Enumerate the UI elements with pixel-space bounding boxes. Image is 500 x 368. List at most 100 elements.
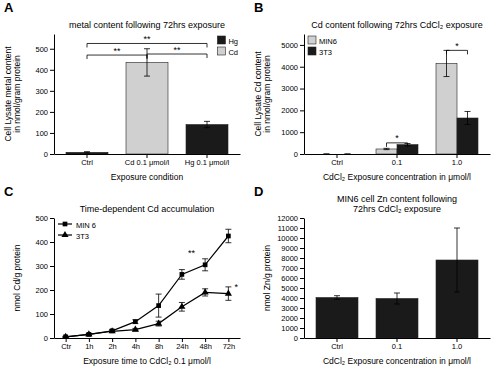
error-bar [132, 320, 138, 324]
y-tick: 100 [35, 129, 54, 138]
y-tick-mark [300, 298, 304, 299]
y-axis-title-line: nmol Zn/g protein [262, 245, 272, 311]
legend-item: 3T3 [308, 47, 332, 57]
chart-container: 0100200300400500CtrlCd 0.1 μmol/lHg 0.1 … [0, 0, 500, 368]
x-tick: 72h [223, 338, 236, 351]
x-tick-label: 1h [85, 342, 93, 351]
y-tick: 9000 [281, 244, 304, 253]
legend-swatch [217, 36, 225, 44]
x-tick-label: Ctr [61, 342, 72, 351]
x-axis-title: Exposure time to CdCl₂ 0.1 μmol/l [83, 356, 211, 366]
y-tick-mark [50, 112, 54, 113]
marker [62, 333, 69, 338]
y-axis-line [304, 219, 305, 339]
y-tick-mark [50, 266, 54, 267]
error-bar [156, 294, 162, 317]
panel-label: B [254, 0, 263, 15]
y-tick: 200 [35, 286, 54, 295]
legend: HgCd [217, 36, 238, 57]
y-tick-mark [300, 132, 304, 133]
y-tick-mark [50, 49, 54, 50]
panel: 0100020003000400050006000700080009000100… [254, 184, 491, 366]
y-axis-title-line: Cell Lysate Cd content [253, 51, 263, 137]
title: MIN6 cell Zn content following72hrs CdCl… [337, 194, 457, 214]
marker [132, 325, 139, 331]
panel: 0100200300400500Ctr1h2h4h8h24h48h72h***M… [4, 184, 241, 366]
y-tick-mark [300, 268, 304, 269]
legend-label: Hg [228, 37, 238, 46]
y-axis-title-line: in nmol/gram protein [12, 55, 22, 133]
x-axis-title: Exposure condition [111, 172, 184, 182]
panel-label: D [254, 184, 263, 199]
x-tick: 8h [155, 338, 163, 351]
legend-swatch [61, 231, 68, 237]
x-tick-label: 1.0 [452, 158, 462, 167]
y-tick: 2000 [281, 314, 304, 323]
marker [178, 303, 185, 309]
y-tick: 3000 [281, 84, 304, 93]
y-tick-label: 200 [35, 108, 48, 117]
error-bar [204, 121, 210, 127]
legend-label: 3T3 [76, 232, 89, 241]
y-axis: 0100020003000400050006000700080009000100… [277, 214, 304, 343]
x-tick: Ctr [61, 338, 72, 351]
y-tick-label: 6000 [281, 274, 298, 283]
x-tick: 48h [199, 338, 212, 351]
x-tick: 4h [132, 338, 140, 351]
y-axis-title-line: nmol Cd/g protein [12, 244, 22, 311]
annotation: * [234, 282, 238, 292]
error-bar [84, 152, 90, 153]
error-bar [465, 111, 471, 124]
y-tick: 6000 [281, 274, 304, 283]
y-tick-label: 4000 [281, 294, 298, 303]
legend-item: MIN6 [308, 36, 337, 46]
y-tick: 400 [35, 238, 54, 247]
y-tick-label: 3000 [281, 304, 298, 313]
y-tick-mark [300, 67, 304, 68]
y-tick-mark [300, 278, 304, 279]
error-bar [144, 49, 150, 76]
marks [316, 228, 478, 338]
y-tick: 200 [35, 108, 54, 117]
y-tick: 400 [35, 66, 54, 75]
y-tick-mark [300, 228, 304, 229]
panel: 0100200300400500CtrlCd 0.1 μmol/lHg 0.1 … [3, 0, 241, 182]
y-tick: 4000 [281, 63, 304, 72]
legend-swatch [308, 36, 316, 44]
annotation: * [455, 41, 459, 51]
y-tick: 300 [35, 87, 54, 96]
error-bar [202, 289, 208, 296]
plot-area: 0100020003000400050006000700080009000100… [277, 214, 490, 351]
annotation: * [395, 133, 399, 143]
y-axis-title: nmol Cd/g protein [12, 244, 22, 311]
y-tick-label: 7000 [281, 264, 298, 273]
x-tick: 0.1 [392, 338, 402, 351]
y-tick-mark [50, 91, 54, 92]
y-tick: 300 [35, 262, 54, 271]
bar [66, 152, 108, 154]
x-tick-label: Ctrl [331, 158, 343, 167]
marker [109, 327, 116, 333]
error-bar [202, 259, 208, 271]
panel: 010002000300040005000Ctrl0.11.0**MIN63T3… [253, 0, 491, 182]
plot-area: 010002000300040005000Ctrl0.11.0**MIN63T3 [281, 35, 490, 168]
y-tick-mark [50, 218, 54, 219]
x-tick: Ctrl [331, 154, 343, 167]
y-axis-title: Cell Lysate metal contentin nmol/gram pr… [3, 46, 23, 142]
y-tick: 10000 [277, 234, 304, 243]
bar [436, 63, 457, 154]
error-bar [324, 154, 330, 155]
y-tick-mark [50, 154, 54, 155]
plot-area: 0100200300400500Ctr1h2h4h8h24h48h72h***M… [35, 214, 240, 351]
y-tick-mark [300, 288, 304, 289]
legend-item: Cd [217, 47, 238, 57]
x-tick-label: 24h [176, 342, 189, 351]
y-tick: 100 [35, 310, 54, 319]
legend-swatch [308, 47, 316, 55]
x-axis-title: CdCl₂ Exposure concentration in μmol/l [323, 172, 471, 182]
x-tick: Ctrl [331, 338, 343, 351]
y-tick-label: 300 [35, 262, 48, 271]
panel-label: C [4, 184, 14, 199]
significance-bracket [87, 55, 147, 59]
y-tick-label: 400 [35, 238, 48, 247]
